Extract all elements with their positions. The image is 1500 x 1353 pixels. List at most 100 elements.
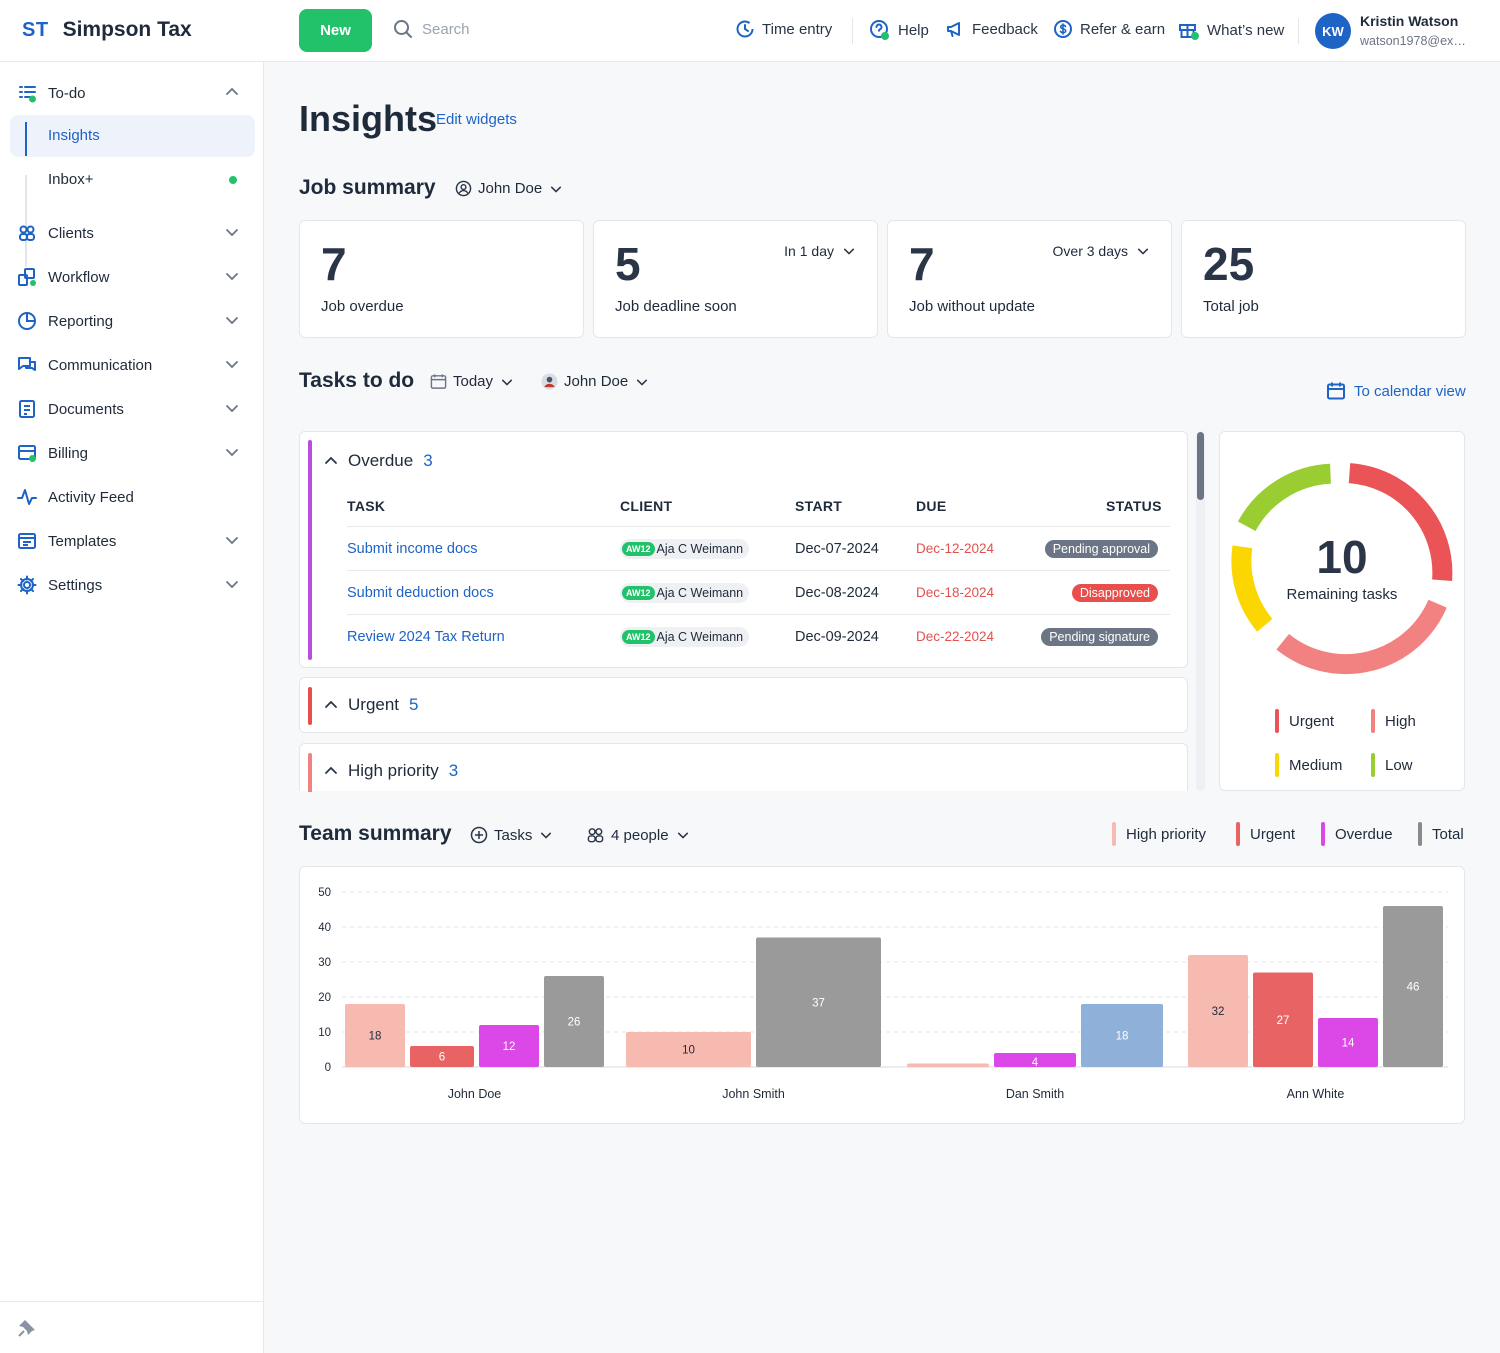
client-code: AW12: [622, 542, 655, 556]
divider: [852, 18, 853, 44]
chevron-up-icon: [325, 700, 337, 708]
sidebar-item-communication[interactable]: Communication: [0, 345, 263, 385]
sidebar-item-activity[interactable]: Activity Feed: [0, 477, 263, 517]
chevron-down-icon: [677, 832, 688, 839]
sidebar-item-clients[interactable]: Clients: [0, 213, 263, 253]
task-link[interactable]: Submit deduction docs: [347, 585, 494, 601]
whats-new-link[interactable]: What’s new: [1178, 19, 1284, 41]
bar-overdue: [479, 1025, 539, 1067]
task-link[interactable]: Review 2024 Tax Return: [347, 629, 505, 645]
scrollbar-thumb[interactable]: [1197, 432, 1204, 500]
group-toggle[interactable]: Urgent 5: [324, 695, 419, 715]
column-header-task[interactable]: TASK: [347, 498, 386, 514]
feedback-label: Feedback: [972, 20, 1038, 38]
group-toggle[interactable]: Overdue 3: [324, 451, 433, 471]
chevron-up-icon: [226, 87, 238, 95]
task-link[interactable]: Submit income docs: [347, 541, 478, 557]
help-label: Help: [898, 21, 929, 39]
avatar[interactable]: KW: [1315, 13, 1351, 49]
task-group-high-priority: High priority 3: [299, 743, 1188, 792]
sidebar-item-todo[interactable]: To-do: [0, 73, 263, 113]
stat-card-overdue[interactable]: 7 Job overdue: [299, 220, 584, 338]
group-toggle[interactable]: High priority 3: [324, 761, 458, 781]
sidebar-item-label: Reporting: [48, 312, 114, 330]
calendar-icon: [1327, 382, 1345, 400]
deadline-filter-select[interactable]: In 1 day: [784, 243, 855, 259]
column-header-status[interactable]: STATUS: [1106, 498, 1162, 514]
table-row[interactable]: Submit deduction docs AW12 Aja C Weimann …: [347, 570, 1170, 614]
stat-card-deadline-soon[interactable]: 5 Job deadline soon In 1 day: [593, 220, 878, 338]
search-input[interactable]: Search: [393, 19, 470, 39]
sidebar: To-do Insights Inbox+ Clients Workflow R…: [0, 62, 264, 1353]
sidebar-item-templates[interactable]: Templates: [0, 521, 263, 561]
sidebar-item-billing[interactable]: Billing: [0, 433, 263, 473]
stat-card-without-update[interactable]: 7 Job without update Over 3 days: [887, 220, 1172, 338]
column-header-client[interactable]: CLIENT: [620, 498, 673, 514]
user-email: watson1978@example.com: [1360, 34, 1470, 48]
chart-legend-overdue: Overdue: [1321, 822, 1393, 846]
column-header-due[interactable]: DUE: [916, 498, 947, 514]
group-color-bar: [308, 440, 312, 660]
client-chip[interactable]: AW12 Aja C Weimann: [620, 627, 750, 647]
legend-label: Low: [1385, 756, 1413, 774]
stat-label: Job deadline soon: [615, 298, 737, 315]
refer-link[interactable]: Refer & earn: [1053, 19, 1165, 39]
team-summary-chart-card: 0 10 20 30 40 50 18 6 12 26 John Doe 10 37 John Smith…: [299, 866, 1465, 1124]
group-label: Overdue: [348, 451, 414, 470]
filter-label: Over 3 days: [1052, 243, 1128, 259]
team-metric-select[interactable]: Tasks: [470, 826, 552, 844]
checklist-icon: [19, 86, 36, 103]
sidebar-item-workflow[interactable]: Workflow: [0, 257, 263, 297]
stat-card-total[interactable]: 25 Total job: [1181, 220, 1466, 338]
team-summary-chart: 0 10 20 30 40 50 18 6 12 26 John Doe 10 37 John Smith…: [318, 887, 1448, 1101]
pin-sidebar[interactable]: [0, 1301, 263, 1353]
scrollbar[interactable]: [1196, 431, 1205, 791]
chevron-up-icon: [325, 456, 337, 464]
status-badge: Disapproved: [1071, 584, 1158, 602]
bar-total: [544, 976, 604, 1067]
sidebar-item-documents[interactable]: Documents: [0, 389, 263, 429]
y-tick-label: 30: [318, 957, 331, 969]
update-filter-select[interactable]: Over 3 days: [1053, 243, 1149, 259]
team-people-select[interactable]: 4 people: [586, 826, 689, 844]
bar-total: [1383, 906, 1443, 1067]
start-date: Dec-07-2024: [795, 541, 879, 557]
sidebar-item-reporting[interactable]: Reporting: [0, 301, 263, 341]
data-label: 10: [682, 1045, 695, 1057]
new-button[interactable]: New: [299, 9, 372, 52]
person-label: John Doe: [564, 373, 629, 390]
brand[interactable]: ST Simpson Tax: [22, 18, 192, 42]
feedback-link[interactable]: Feedback: [945, 19, 1038, 39]
sidebar-item-label: Documents: [48, 400, 124, 418]
data-label: 6: [439, 1052, 445, 1064]
stat-label: Job overdue: [321, 298, 404, 315]
time-entry-label: Time entry: [762, 20, 833, 38]
chevron-down-icon: [551, 186, 562, 193]
client-chip[interactable]: AW12 Aja C Weimann: [620, 583, 750, 603]
bar-overdue: [994, 1053, 1076, 1067]
x-category-label: John Doe: [448, 1087, 502, 1101]
chart-legend-total: Total: [1418, 822, 1464, 846]
tasks-person-select[interactable]: John Doe: [541, 373, 648, 390]
job-summary-person-select[interactable]: John Doe: [455, 180, 562, 197]
data-label: 27: [1277, 1015, 1290, 1027]
sidebar-item-inbox[interactable]: Inbox+: [10, 159, 255, 201]
team-summary-title: Team summary: [299, 822, 452, 845]
time-entry-link[interactable]: Time entry: [735, 19, 832, 39]
edit-widgets-link[interactable]: Edit widgets: [436, 111, 517, 128]
table-row[interactable]: Submit income docs AW12 Aja C Weimann Dec…: [347, 526, 1170, 570]
sidebar-item-settings[interactable]: Settings: [0, 565, 263, 605]
calendar-view-link[interactable]: To calendar view: [1326, 381, 1466, 401]
column-header-start[interactable]: START: [795, 498, 843, 514]
table-row[interactable]: Review 2024 Tax Return AW12 Aja C Weimann…: [347, 614, 1170, 658]
chart-legend-urgent: Urgent: [1236, 822, 1295, 846]
donut-segment-low: [1237, 463, 1332, 532]
sidebar-item-insights[interactable]: Insights: [10, 115, 255, 157]
data-label: 37: [812, 997, 825, 1009]
data-label: 46: [1407, 982, 1420, 994]
client-chip[interactable]: AW12 Aja C Weimann: [620, 539, 750, 559]
help-link[interactable]: Help: [869, 19, 929, 41]
legend-label: Urgent: [1289, 712, 1335, 730]
tasks-period-select[interactable]: Today: [430, 373, 513, 390]
filter-label: In 1 day: [784, 243, 834, 259]
